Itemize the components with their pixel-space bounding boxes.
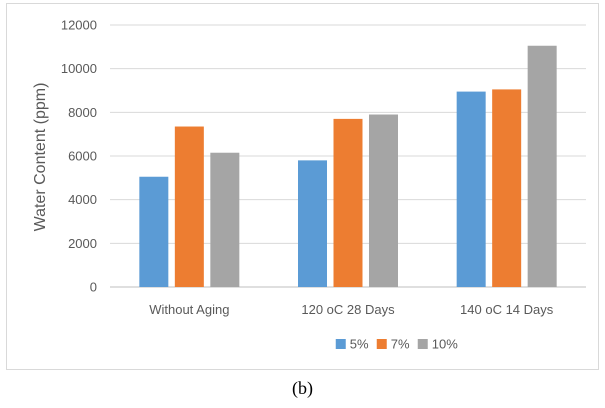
- bar: [527, 45, 557, 287]
- y-tick-labels: 0 2000 4000 6000 8000 10000 12000: [61, 18, 97, 295]
- bar: [210, 152, 240, 287]
- x-tick-label: 120 oC 28 Days: [301, 302, 395, 317]
- bar: [298, 160, 327, 287]
- y-axis-title: Water Content (ppm): [32, 83, 49, 232]
- x-tick-labels: Without Aging 120 oC 28 Days 140 oC 14 Day…: [149, 302, 554, 317]
- y-tick-label: 10000: [61, 61, 97, 76]
- legend-label: 10%: [432, 337, 458, 352]
- y-tick-label: 2000: [68, 236, 97, 251]
- bars: [139, 45, 557, 288]
- legend-label: 5%: [350, 337, 369, 352]
- legend-swatch: [376, 339, 387, 349]
- y-tick-label: 8000: [68, 105, 97, 120]
- bar: [369, 114, 398, 288]
- bar-chart: 0 2000 4000 6000 8000 10000 12000 Without Agin…: [32, 18, 586, 352]
- x-tick-label: Without Aging: [149, 302, 229, 317]
- bar: [174, 126, 204, 288]
- x-tick-label: 140 oC 14 Days: [460, 302, 554, 317]
- legend-label: 7%: [391, 337, 410, 352]
- bar: [333, 118, 363, 287]
- y-tick-label: 0: [90, 280, 97, 295]
- bar: [456, 91, 486, 287]
- y-tick-label: 4000: [68, 192, 97, 207]
- bar: [139, 176, 169, 287]
- y-tick-label: 6000: [68, 149, 97, 164]
- figure-caption: (b): [292, 378, 313, 398]
- bar: [492, 89, 522, 288]
- legend: 5% 7% 10%: [335, 337, 458, 352]
- y-tick-label: 12000: [61, 18, 97, 33]
- legend-swatch: [417, 339, 428, 349]
- legend-swatch: [335, 339, 346, 349]
